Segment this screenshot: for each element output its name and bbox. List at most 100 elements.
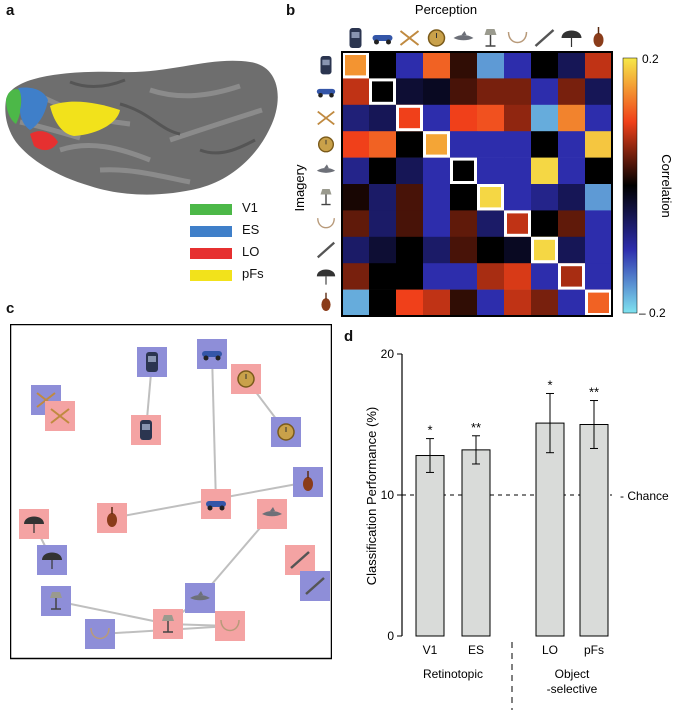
graph-node-clock-red (231, 364, 261, 394)
heatmap-cell-7-6 (504, 236, 532, 264)
roi-pfs (50, 101, 120, 136)
graph-node-violin-red (97, 503, 127, 533)
heatmap-cell-6-8 (558, 210, 586, 238)
heatmap-cell-7-5 (477, 236, 505, 264)
graph-edge-car2-blue-car2-red (211, 353, 217, 505)
heatmap-cell-7-2 (396, 236, 424, 264)
bar-ytick-label-0: 0 (387, 629, 394, 643)
heatmap-diagonal-outline-9 (585, 289, 612, 317)
heatmap-cell-8-3 (423, 263, 451, 290)
graph-node-car2-blue (197, 339, 227, 369)
legend-label-lo: LO (242, 244, 260, 259)
colorbar-tick-max: 0.2 (642, 52, 659, 66)
panel-a-figure (5, 60, 278, 195)
heatmap-cell-0-2 (396, 52, 424, 79)
column-icon-car-2 (372, 35, 393, 45)
panel-d-letter: d (344, 328, 354, 345)
heatmap-cell-9-4 (450, 289, 478, 317)
column-icon-clock (427, 29, 446, 47)
heatmap-diagonal-outline-2 (396, 104, 423, 132)
colorbar-gradient (622, 57, 638, 314)
graph-node-necklace-blue (85, 619, 115, 649)
heatmap-cell-4-5 (477, 157, 505, 185)
heatmap-cell-5-0 (342, 184, 370, 211)
heatmap-cell-1-4 (450, 78, 478, 106)
correlation-heatmap: Perception Imagery 0.2 – 0.2 Correlation (292, 2, 673, 320)
heatmap-cell-4-1 (369, 157, 397, 185)
row-icon-violin (321, 292, 331, 312)
bar-ytick-label-10: 10 (381, 488, 395, 502)
group-label-object: Object (555, 667, 590, 681)
graph-node-necklace-red (215, 611, 245, 641)
heatmap-cells (342, 52, 613, 317)
graph-node-scissors-red (45, 401, 75, 431)
significance-LO: * (547, 377, 552, 392)
heatmap-cell-9-6 (504, 289, 532, 317)
panel-c-letter: c (6, 300, 15, 317)
heatmap-cell-8-5 (477, 263, 505, 290)
column-icon-knife (534, 29, 555, 47)
graph-node-knife-blue (300, 571, 330, 601)
heatmap-cell-8-4 (450, 263, 478, 290)
column-icon-lamp (484, 29, 497, 47)
row-icon-necklace (317, 218, 335, 229)
heatmap-cell-8-2 (396, 263, 424, 290)
colorbar-tick-min: – 0.2 (639, 306, 666, 320)
column-icon-shark (453, 31, 474, 41)
heatmap-cell-9-8 (558, 289, 586, 317)
heatmap-cell-2-1 (369, 104, 397, 132)
legend-label-es: ES (242, 222, 260, 237)
bar-xlabel-ES: ES (468, 643, 484, 657)
heatmap-cell-2-6 (504, 104, 532, 132)
bar-pFs (579, 424, 609, 637)
heatmap-cell-5-4 (450, 184, 478, 211)
heatmap-cell-6-4 (450, 210, 478, 238)
graph-node-car2-red (201, 489, 231, 519)
panel-b-letter: b (286, 2, 296, 19)
heatmap-cell-2-2 (396, 104, 424, 132)
heatmap-cell-5-6 (504, 184, 532, 211)
heatmap-cell-9-9 (585, 289, 613, 317)
roi-lo (30, 131, 58, 151)
heatmap-cell-1-3 (423, 78, 451, 106)
heatmap-cell-8-6 (504, 263, 532, 290)
heatmap-diagonal-outline-5 (477, 184, 504, 211)
graph-node-shark-blue (185, 583, 215, 613)
graph-node-car1-blue (137, 347, 167, 377)
heatmap-cell-1-1 (369, 78, 397, 106)
legend-swatch (190, 270, 232, 281)
heatmap-cell-6-0 (342, 210, 370, 238)
significance-V1: * (427, 423, 432, 438)
heatmap-cell-9-1 (369, 289, 397, 317)
heatmap-cell-9-0 (342, 289, 370, 317)
heatmap-cell-6-1 (369, 210, 397, 238)
heatmap-cell-7-9 (585, 236, 613, 264)
inflated-brain (5, 60, 278, 195)
heatmap-cell-2-3 (423, 104, 451, 132)
heatmap-cell-0-8 (558, 52, 586, 79)
heatmap-cell-0-0 (342, 52, 370, 79)
graph-node-knife-red (285, 545, 315, 575)
roi-v1 (6, 89, 22, 124)
graph-node-lamp-blue (41, 586, 71, 616)
column-icon-scissors (399, 30, 420, 46)
heatmap-cell-4-7 (531, 157, 559, 185)
heatmap-cell-6-5 (477, 210, 505, 238)
panel-a-letter: a (6, 2, 15, 19)
significance-pFs: ** (589, 385, 599, 400)
heatmap-cell-4-3 (423, 157, 451, 185)
heatmap-cell-0-1 (369, 52, 397, 79)
row-icon-clock (317, 136, 335, 153)
heatmap-cell-5-7 (531, 184, 559, 211)
legend-swatch (190, 248, 232, 259)
heatmap-cell-8-8 (558, 263, 586, 290)
heatmap-cell-5-3 (423, 184, 451, 211)
heatmap-cell-0-4 (450, 52, 478, 79)
heatmap-cell-3-7 (531, 131, 559, 158)
heatmap-cell-4-8 (558, 157, 586, 185)
heatmap-diagonal-outline-4 (450, 157, 477, 185)
row-icon-shark (316, 164, 336, 173)
heatmap-row-icons (316, 56, 336, 312)
roi-es (18, 87, 48, 130)
graph-node-car1-red (131, 415, 161, 445)
